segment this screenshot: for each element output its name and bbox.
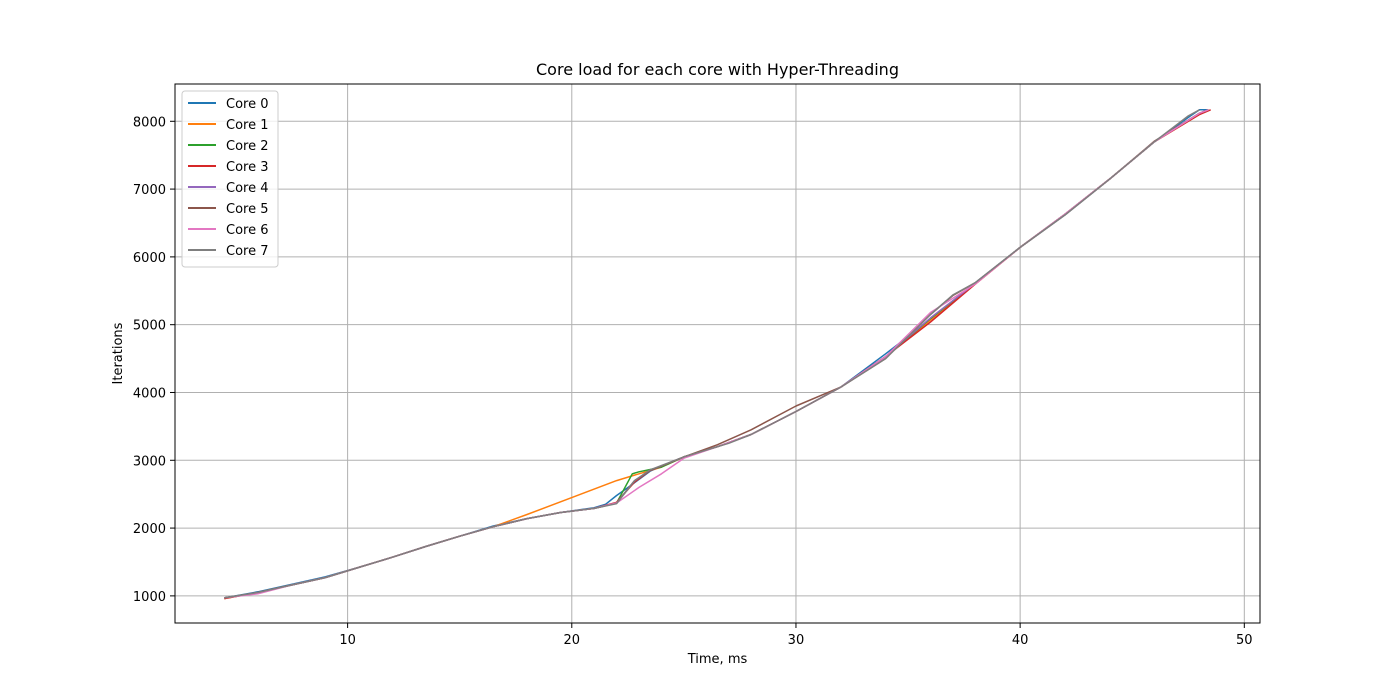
x-tick-label: 30: [788, 633, 805, 648]
legend-label-core-1: Core 1: [226, 118, 269, 133]
y-tick-label: 6000: [133, 251, 166, 266]
y-tick-label: 3000: [133, 454, 166, 469]
x-axis-label: Time, ms: [687, 652, 748, 667]
axis-ticks: 10 20 30 40 50 1000 2000 3000 4000 5000 6000 7000 80…: [133, 115, 1253, 648]
y-tick-label: 7000: [133, 183, 166, 198]
legend-label-core-5: Core 5: [226, 202, 269, 217]
legend-label-core-0: Core 0: [226, 97, 269, 112]
legend-label-core-6: Core 6: [226, 223, 269, 238]
x-tick-label: 40: [1012, 633, 1029, 648]
legend: Core 0 Core 1 Core 2 Core 3 Core 4 Core 5 Core…: [181, 90, 279, 268]
y-tick-label: 5000: [133, 319, 166, 334]
x-tick-label: 50: [1236, 633, 1253, 648]
y-tick-label: 1000: [133, 590, 166, 605]
plot-frame: [174, 83, 1261, 624]
series-line-core-7: [224, 109, 1200, 599]
y-tick-label: 4000: [133, 386, 166, 401]
x-tick-label: 20: [564, 633, 581, 648]
grid: [175, 84, 1260, 623]
chart-title: Core load for each core with Hyper-Threa…: [536, 60, 899, 79]
y-tick-label: 8000: [133, 115, 166, 130]
y-axis-label: Iterations: [111, 322, 126, 384]
legend-label-core-4: Core 4: [226, 181, 269, 196]
legend-label-core-7: Core 7: [226, 244, 269, 259]
x-tick-label: 10: [339, 633, 356, 648]
y-tick-label: 2000: [133, 522, 166, 537]
legend-label-core-3: Core 3: [226, 160, 269, 175]
legend-box: [181, 90, 279, 268]
series-lines: [224, 109, 1211, 600]
legend-label-core-2: Core 2: [226, 139, 269, 154]
